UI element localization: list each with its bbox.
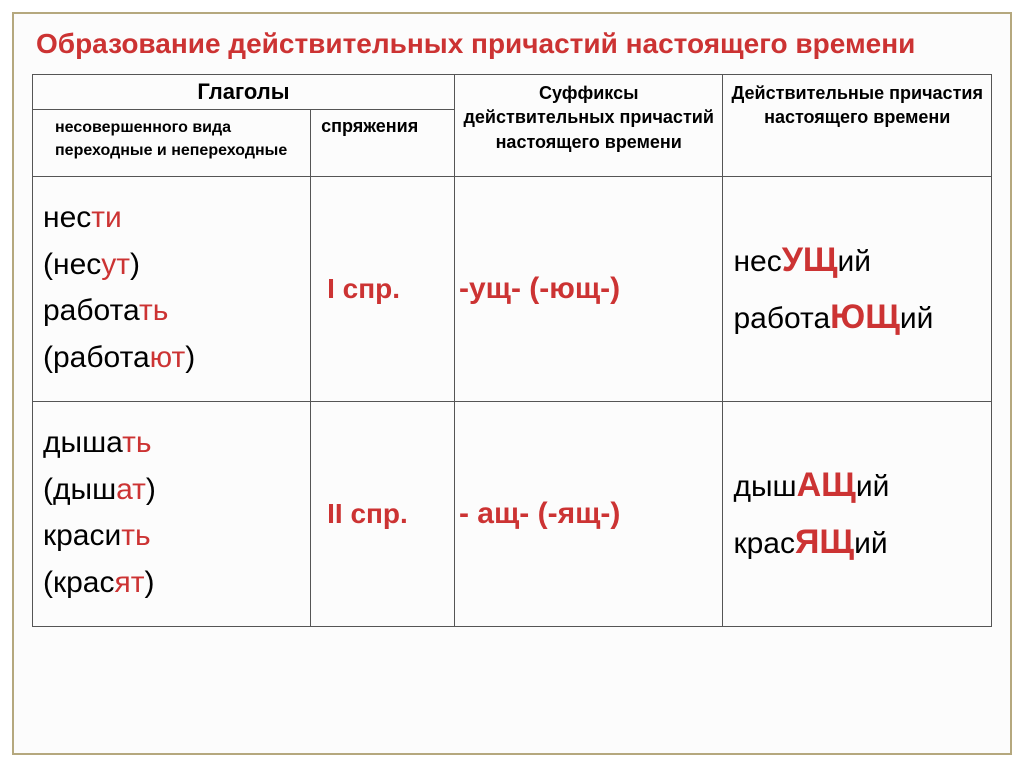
grammar-table: Глаголы Суффиксы действительных причасти… (32, 74, 992, 627)
part-end: ий (900, 302, 934, 335)
verb-form-end: ют (150, 341, 186, 374)
paren-open: ( (43, 248, 53, 281)
part-stem: работа (733, 302, 830, 335)
participle-cell-0: несУЩий работаЮЩий (723, 177, 992, 402)
verb-form-end: ут (101, 248, 130, 281)
verbs-cell-0: нести (несут) работать (работают) (33, 177, 311, 402)
verb-stem: работа (43, 294, 139, 327)
verb-form-stem: крас (53, 566, 115, 599)
verb-ending: ти (91, 201, 122, 234)
verb-stem: нес (43, 201, 91, 234)
header-conjugation: спряжения (311, 110, 455, 177)
paren-open: ( (43, 473, 53, 506)
part-suffix: АЩ (797, 466, 856, 504)
part-end: ий (854, 527, 888, 560)
participle-cell-1: дышАЩий красЯЩий (723, 402, 992, 627)
part-suffix: ЮЩ (830, 298, 900, 336)
paren-close: ) (185, 341, 195, 374)
part-stem: дыш (733, 470, 796, 503)
part-end: ий (838, 245, 872, 278)
header-row-1: Глаголы Суффиксы действительных причасти… (33, 75, 992, 110)
page-title: Образование действительных причастий нас… (32, 24, 992, 74)
verb-ending: ть (139, 294, 168, 327)
verb-stem: краси (43, 519, 121, 552)
verb-form-end: ят (115, 566, 145, 599)
data-row-0: нести (несут) работать (работают) I спр.… (33, 177, 992, 402)
part-stem: крас (733, 527, 795, 560)
verb-ending: ть (122, 426, 151, 459)
paren-close: ) (145, 566, 155, 599)
suffix-cell-1: - ащ- (-ящ-) (454, 402, 723, 627)
page-container: Образование действительных причастий нас… (0, 0, 1024, 767)
data-row-1: дышать (дышат) красить (красят) II спр. … (33, 402, 992, 627)
verb-ending: ть (121, 519, 150, 552)
conjugation-cell-0: I спр. (311, 177, 455, 402)
conjugation-cell-1: II спр. (311, 402, 455, 627)
part-end: ий (856, 470, 890, 503)
verbs-cell-1: дышать (дышат) красить (красят) (33, 402, 311, 627)
verb-form-stem: работа (53, 341, 150, 374)
verb-form-end: ат (116, 473, 146, 506)
header-participles: Действительные причастия настоящего врем… (723, 75, 992, 177)
header-suffixes: Суффиксы действительных причастий настоя… (454, 75, 723, 177)
paren-close: ) (130, 248, 140, 281)
header-verbs-group: Глаголы (33, 75, 455, 110)
part-suffix: ЯЩ (795, 523, 854, 561)
part-stem: нес (733, 245, 781, 278)
header-verbs-sub: несовершенного вида переходные и неперех… (33, 110, 311, 177)
verb-stem: дыша (43, 426, 122, 459)
suffix-cell-0: -ущ- (-ющ-) (454, 177, 723, 402)
paren-close: ) (146, 473, 156, 506)
paren-open: ( (43, 566, 53, 599)
verb-form-stem: дыш (53, 473, 116, 506)
verb-form-stem: нес (53, 248, 101, 281)
part-suffix: УЩ (782, 241, 838, 279)
outer-frame: Образование действительных причастий нас… (12, 12, 1012, 755)
paren-open: ( (43, 341, 53, 374)
